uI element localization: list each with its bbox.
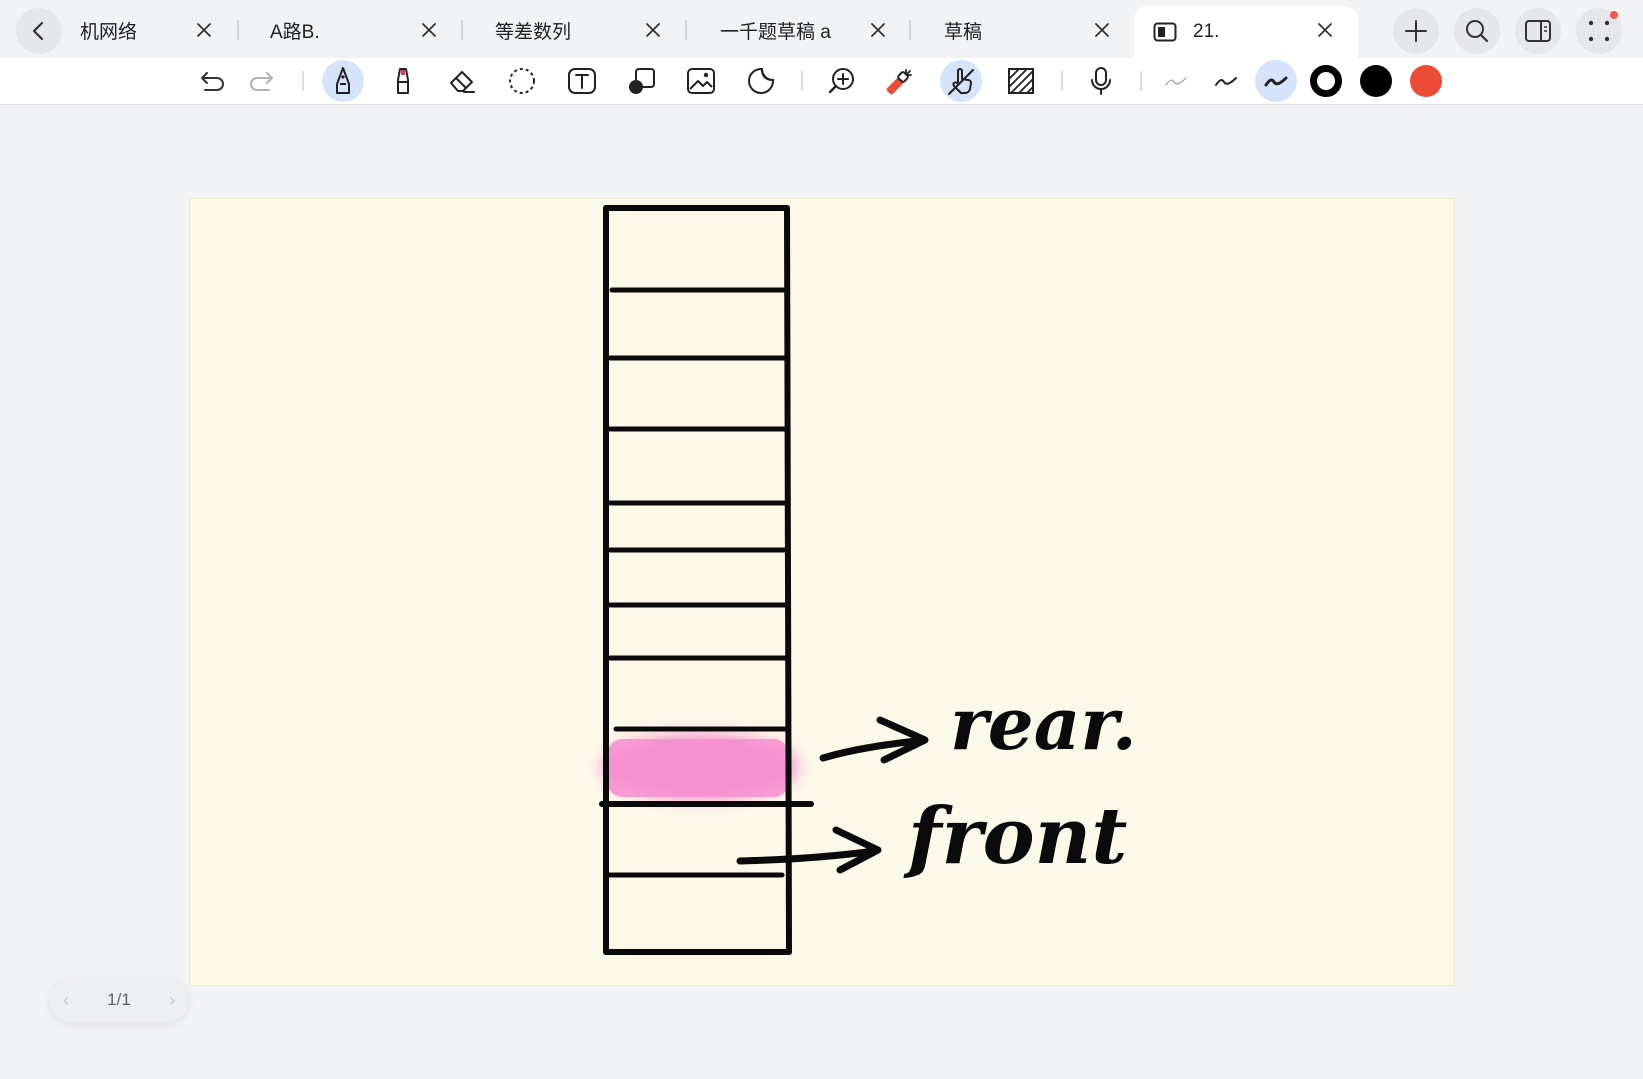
tab-3[interactable]: 一千题草稿 a <box>720 6 900 54</box>
tab-divider <box>461 20 463 40</box>
drawing-toolbar <box>0 58 1643 105</box>
undo-icon <box>201 72 224 91</box>
redo-icon <box>250 72 273 91</box>
shapes-icon <box>629 68 655 94</box>
close-icon[interactable] <box>194 20 214 40</box>
grid-dots-icon <box>1588 20 1610 42</box>
back-button[interactable] <box>16 8 62 54</box>
front-arrow <box>736 826 882 874</box>
microphone-icon <box>1091 67 1111 95</box>
ruler-pattern-icon <box>1008 68 1034 94</box>
pen-tool[interactable] <box>322 60 364 102</box>
tab-5-active[interactable]: 21. <box>1134 6 1358 58</box>
stroke-thin-button[interactable] <box>1155 60 1197 102</box>
prev-page-icon[interactable]: ‹ <box>63 989 69 1010</box>
zoom-icon <box>828 68 854 94</box>
laser-pointer-icon <box>886 69 912 95</box>
toolbar-divider <box>1140 71 1142 91</box>
microphone-button[interactable] <box>1080 60 1122 102</box>
close-icon[interactable] <box>868 20 888 40</box>
lasso-tool[interactable] <box>501 60 543 102</box>
pen-icon <box>336 67 350 94</box>
lasso-icon <box>509 68 535 94</box>
eraser-tool[interactable] <box>441 60 483 102</box>
image-tool[interactable] <box>680 60 722 102</box>
color-swatch-black-selected[interactable] <box>1310 65 1342 97</box>
toolbar-divider <box>801 71 803 91</box>
pattern-tool[interactable] <box>1000 60 1042 102</box>
tab-bar: 机网络 A路B. 等差数列 一千题草稿 a 草稿 21. <box>0 0 1643 58</box>
tab-2[interactable]: 等差数列 <box>495 6 675 54</box>
more-menu-button[interactable] <box>1576 8 1622 54</box>
new-tab-button[interactable] <box>1393 8 1439 54</box>
touch-draw-tool[interactable] <box>940 60 982 102</box>
plus-icon <box>1405 20 1427 42</box>
rear-label: rear. <box>950 681 1137 766</box>
redo-button[interactable] <box>241 60 283 102</box>
undo-button[interactable] <box>191 60 233 102</box>
tab-divider <box>685 20 687 40</box>
toolbar-divider <box>302 71 304 91</box>
image-icon <box>687 68 715 94</box>
zoom-tool[interactable] <box>821 60 863 102</box>
close-icon[interactable] <box>1092 20 1112 40</box>
notebook-icon <box>1153 22 1177 42</box>
stroke-thick-icon <box>1264 76 1288 87</box>
close-icon[interactable] <box>419 20 439 40</box>
touch-draw-icon <box>948 68 974 95</box>
close-icon[interactable] <box>643 20 663 40</box>
close-icon[interactable] <box>1315 20 1335 40</box>
tab-label: 草稿 <box>944 21 983 43</box>
rear-arrow <box>819 716 929 764</box>
highlighter-icon <box>397 68 409 94</box>
next-page-icon[interactable]: › <box>168 989 175 1010</box>
canvas-page[interactable]: rear. front <box>190 199 1454 985</box>
toolbar-divider <box>1061 71 1063 91</box>
shapes-tool[interactable] <box>621 60 663 102</box>
chevron-left-icon <box>32 21 44 41</box>
search-icon <box>1466 20 1489 43</box>
stroke-thick-button[interactable] <box>1255 60 1297 102</box>
text-icon <box>568 68 596 94</box>
tab-divider <box>909 20 911 40</box>
queue-array-box <box>599 205 814 955</box>
notification-dot <box>1610 11 1618 19</box>
tab-label: 等差数列 <box>495 21 572 43</box>
tab-label: 一千题草稿 a <box>720 21 831 43</box>
tab-0[interactable]: 机网络 <box>80 6 230 54</box>
highlighter-tool[interactable] <box>382 60 424 102</box>
sticker-icon <box>748 68 774 94</box>
stroke-thin-icon <box>1165 77 1187 86</box>
tab-4[interactable]: 草稿 <box>944 6 1124 54</box>
stroke-medium-button[interactable] <box>1205 60 1247 102</box>
tab-label: A路B. <box>270 21 320 43</box>
sticker-tool[interactable] <box>740 60 782 102</box>
color-swatch-black[interactable] <box>1360 65 1392 97</box>
front-label: front <box>903 791 1127 882</box>
sidebar-toggle-button[interactable] <box>1515 8 1561 54</box>
pink-highlight-core <box>608 739 788 797</box>
stroke-medium-icon <box>1215 77 1237 86</box>
tab-label: 机网络 <box>80 21 138 43</box>
page-indicator: 1/1 <box>107 990 131 1009</box>
page-navigator: ‹ 1/1 › <box>49 978 189 1022</box>
color-swatch-red[interactable] <box>1410 65 1442 97</box>
tab-label: 21. <box>1193 21 1220 42</box>
split-view-icon <box>1525 20 1551 42</box>
tab-1[interactable]: A路B. <box>270 6 450 54</box>
handwriting-drawing: rear. front <box>599 205 1137 955</box>
search-button[interactable] <box>1454 8 1500 54</box>
laser-pointer-tool[interactable] <box>880 60 922 102</box>
tab-divider <box>237 20 239 40</box>
eraser-icon <box>450 71 475 93</box>
text-tool[interactable] <box>561 60 603 102</box>
